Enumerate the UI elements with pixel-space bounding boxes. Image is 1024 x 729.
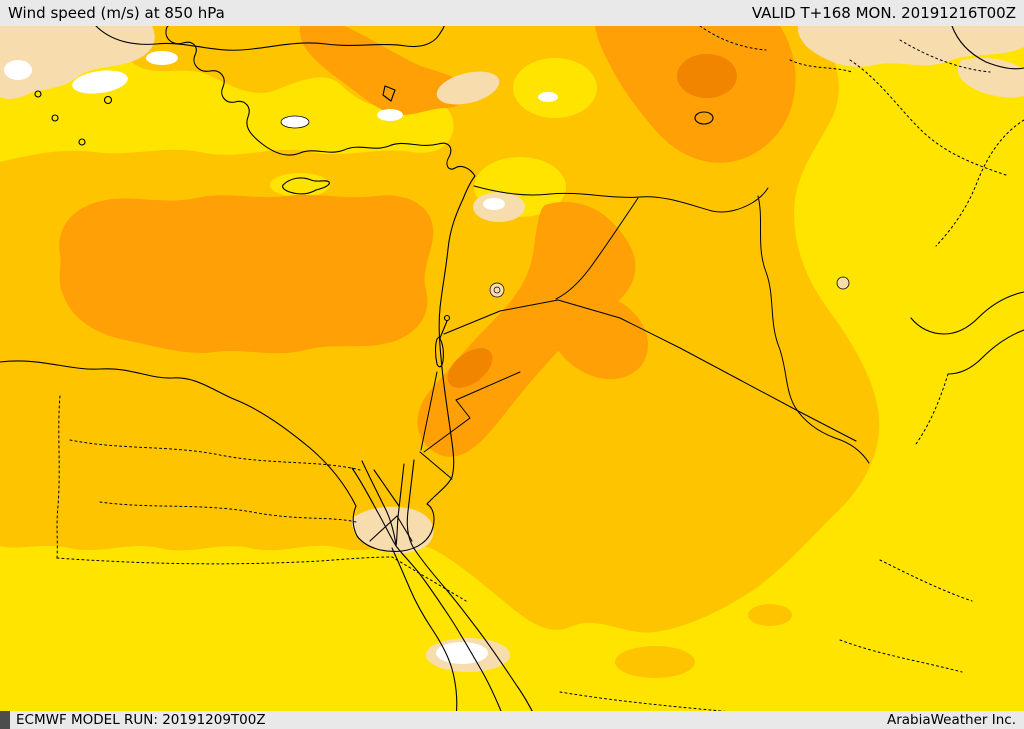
river-nile-delta-branches [369,515,413,542]
border-iran-turkmenistan-1 [849,59,1007,176]
border-gulf-coast [915,373,949,445]
header-bar: Wind speed (m/s) at 850 hPa VALID T+168 … [0,0,1024,26]
white-patch-marmara [280,115,310,129]
border-turkey-caucasus-1 [699,25,767,51]
island-aegean-4 [34,90,42,98]
cream-contour-ring [489,282,505,298]
island-aegean-3 [103,95,113,105]
river-nile [391,547,458,729]
deep-orange-core-caucasus [677,54,737,98]
border-turkey-syria-iraq [473,185,769,213]
orange-region-iraq-lobe [549,294,648,380]
white-patch-anatolia [377,109,403,121]
cream-region-black-sea [0,26,155,99]
white-patch-pontus [146,51,178,65]
lake-van [694,111,714,125]
border-iraq-saudi [443,299,857,442]
orange-region-west-turkey [299,26,466,115]
border-libya-egypt [56,395,61,559]
border-egypt-sudan [56,556,467,602]
wind-band-orange [59,26,796,457]
country-borders-dotted [56,25,1024,714]
lake-tuz [382,85,396,102]
coastline-caspian [951,25,1024,70]
island-aegean-2 [78,138,86,146]
country-borders-solid [419,185,870,480]
orange-region-east-med [59,194,434,354]
border-egypt-israel [419,451,453,480]
border-saudi-yemen [559,691,743,714]
cream-contour-ring-inner [493,286,501,294]
white-patch-syria [483,198,505,210]
valid-time-label: VALID T+168 MON. 20191216T00Z [751,4,1016,22]
border-turkey-caucasus-2 [789,59,853,73]
wind-band-deep-orange [447,54,737,388]
chart-title: Wind speed (m/s) at 850 hPa [8,4,225,22]
footer-corner-mark [0,711,10,729]
lake-dead-sea [434,336,444,368]
coastline-africa-levant-anatolia [0,25,476,552]
credit-label: ArabiaWeather Inc. [886,712,1016,728]
island-aegean-1 [51,114,59,122]
coastline-black-sea [95,25,445,51]
cream-spot-lake [836,276,850,290]
white-patch-upper-egypt [436,642,488,664]
border-iran [757,195,870,464]
border-egypt-interior-2 [99,501,357,523]
yellow-pocket-central-turkey [513,58,597,118]
coastline-cyprus [282,177,330,195]
border-israel-jordan [420,371,438,451]
coastline-persian-gulf-south [947,329,1024,375]
border-egypt-interior-1 [69,439,361,471]
footer-bar: ECMWF MODEL RUN: 20191209T00Z ArabiaWeat… [0,711,1024,729]
suez-canal [373,469,400,507]
border-iran-turkmenistan-2 [899,39,991,73]
white-patch-central-turkey [538,92,558,102]
gold-region-small-blob [748,604,792,626]
river-jordan [439,320,448,339]
coastline-gulf-of-suez [361,460,397,546]
border-iran-interior [935,119,1024,247]
white-patch-black-sea [72,70,128,94]
deep-orange-core-jordan [447,348,493,388]
border-saudi-oman [839,639,963,673]
model-run-label: ECMWF MODEL RUN: 20191209T00Z [16,712,266,728]
border-saudi-uae [879,559,973,602]
wind-band-white [4,51,558,664]
gold-region-south-blob [615,646,695,678]
cream-region-anatolia [436,71,500,105]
border-jordan-saudi [423,371,521,453]
coastline-persian-gulf-north [910,291,1024,335]
white-patch-west-edge [4,60,32,80]
border-syria-iraq [555,197,639,300]
